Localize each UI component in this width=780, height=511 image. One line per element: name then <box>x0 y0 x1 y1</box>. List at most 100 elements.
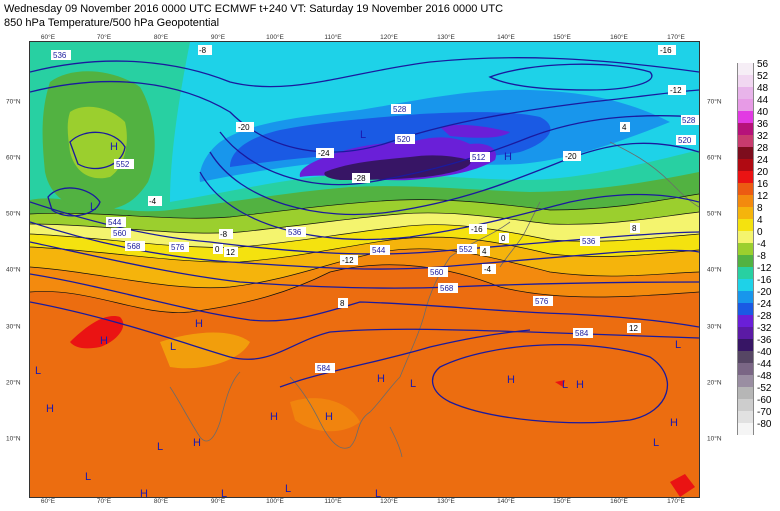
label-bg <box>315 363 335 373</box>
label-bg <box>620 122 630 132</box>
lon-label: 90°E <box>210 34 226 41</box>
legend-swatch <box>737 183 754 195</box>
lon-label-bottom: 100°E <box>266 498 284 505</box>
legend-label: -44 <box>757 359 772 370</box>
legend-label: -4 <box>757 239 766 250</box>
lon-label: 60°E <box>40 34 56 41</box>
legend-label: 4 <box>757 215 763 226</box>
label-bg <box>627 323 641 333</box>
label-bg <box>480 246 490 256</box>
lat-label-right: 60°N <box>707 154 722 162</box>
legend-swatch <box>737 171 754 183</box>
low-centre: L <box>675 339 681 351</box>
label-bg <box>428 267 448 277</box>
lon-label-bottom: 120°E <box>380 498 398 505</box>
lon-label-bottom: 80°E <box>153 498 169 505</box>
geopotential-contour <box>30 80 699 153</box>
map-canvas: 536 528 520 512 544 552 560 568 576 584 … <box>29 41 700 498</box>
low-centre: L <box>90 201 96 213</box>
legend-swatch <box>737 363 754 375</box>
label-bg <box>630 223 640 233</box>
temp-contour <box>30 193 699 219</box>
low-centre: L <box>653 437 659 449</box>
geopotential-labels: 536 528 520 512 544 552 560 568 576 584 … <box>51 50 699 373</box>
temperature-label: 0 <box>215 245 220 254</box>
legend-swatch <box>737 291 754 303</box>
legend-label: -70 <box>757 407 772 418</box>
legend-entry: 16 <box>737 179 777 195</box>
legend-entry: 8 <box>737 203 777 219</box>
geopotential-label: 584 <box>317 364 331 373</box>
legend-entry: -44 <box>737 359 777 375</box>
legend-label: -32 <box>757 323 772 334</box>
temperature-label: 12 <box>629 324 638 333</box>
legend-entry: 20 <box>737 167 777 183</box>
legend-label: -28 <box>757 311 772 322</box>
legend-entry: 44 <box>737 95 777 111</box>
legend-swatch <box>737 399 754 411</box>
label-bg <box>125 241 145 251</box>
legend-label: -52 <box>757 383 772 394</box>
geopotential-label: 536 <box>582 237 596 246</box>
geopotential-closed-contour <box>47 187 101 217</box>
geopotential-label: 568 <box>127 242 141 251</box>
label-bg <box>148 196 162 206</box>
temperature-map: 536 528 520 512 544 552 560 568 576 584 … <box>30 42 699 497</box>
legend-entry: -48 <box>737 371 777 387</box>
legend-entry: -52 <box>737 383 777 399</box>
label-bg <box>198 45 212 55</box>
lon-label-bottom: 130°E <box>437 498 455 505</box>
legend-label: 48 <box>757 83 769 94</box>
legend-label: 8 <box>757 203 763 214</box>
legend-label: -16 <box>757 275 772 286</box>
geopotential-label: 552 <box>116 160 130 169</box>
geopotential-label: 552 <box>459 245 473 254</box>
geopotential-closed-contour-north <box>488 63 653 91</box>
high-centre: H <box>377 373 385 385</box>
legend-entry: -28 <box>737 311 777 327</box>
low-centre: L <box>562 379 568 391</box>
label-bg <box>236 122 254 132</box>
geopotential-label: 528 <box>393 105 407 114</box>
temp-hotspot-pacific <box>555 380 565 387</box>
temp-contour <box>30 236 699 263</box>
temperature-label: -4 <box>484 265 492 274</box>
lat-label: 50°N <box>6 210 21 218</box>
coast-philippines <box>389 426 403 458</box>
legend-label: -12 <box>757 263 772 274</box>
pressure-centres: H L H L H L H L H L H L H L H L H L H L … <box>35 129 681 497</box>
legend-entry: -16 <box>737 275 777 291</box>
legend-label: 20 <box>757 167 769 178</box>
high-centre: H <box>110 141 118 153</box>
legend-entry: 0 <box>737 227 777 243</box>
label-bg <box>533 296 553 306</box>
legend-swatch <box>737 351 754 363</box>
coast-indochina <box>289 376 401 449</box>
label-bg <box>438 283 458 293</box>
geopotential-label: 544 <box>372 246 386 255</box>
temperature-label: 8 <box>632 224 637 233</box>
legend-swatch <box>737 75 754 87</box>
coast-india <box>169 371 241 442</box>
legend-entry: -80 <box>737 419 777 435</box>
lon-label: 110°E <box>324 34 342 41</box>
legend-swatch <box>737 339 754 351</box>
legend-swatch <box>737 111 754 123</box>
high-centre: H <box>670 417 678 429</box>
lon-label: 120°E <box>380 34 398 41</box>
geopotential-label: 560 <box>430 268 444 277</box>
temperature-label: 4 <box>622 123 627 132</box>
legend-swatch <box>737 207 754 219</box>
lon-label-bottom: 70°E <box>96 498 112 505</box>
lon-label-bottom: 160°E <box>610 498 628 505</box>
legend-swatch <box>737 423 754 435</box>
lat-label: 70°N <box>6 98 21 106</box>
legend-swatch <box>737 231 754 243</box>
legend-swatch <box>737 123 754 135</box>
high-centre: H <box>504 151 512 163</box>
geopotential-label: 536 <box>288 228 302 237</box>
high-centre: H <box>140 488 148 497</box>
label-bg <box>338 298 348 308</box>
lat-label-right: 10°N <box>707 435 722 443</box>
map-title: Wednesday 09 November 2016 0000 UTC ECMW… <box>4 3 504 15</box>
